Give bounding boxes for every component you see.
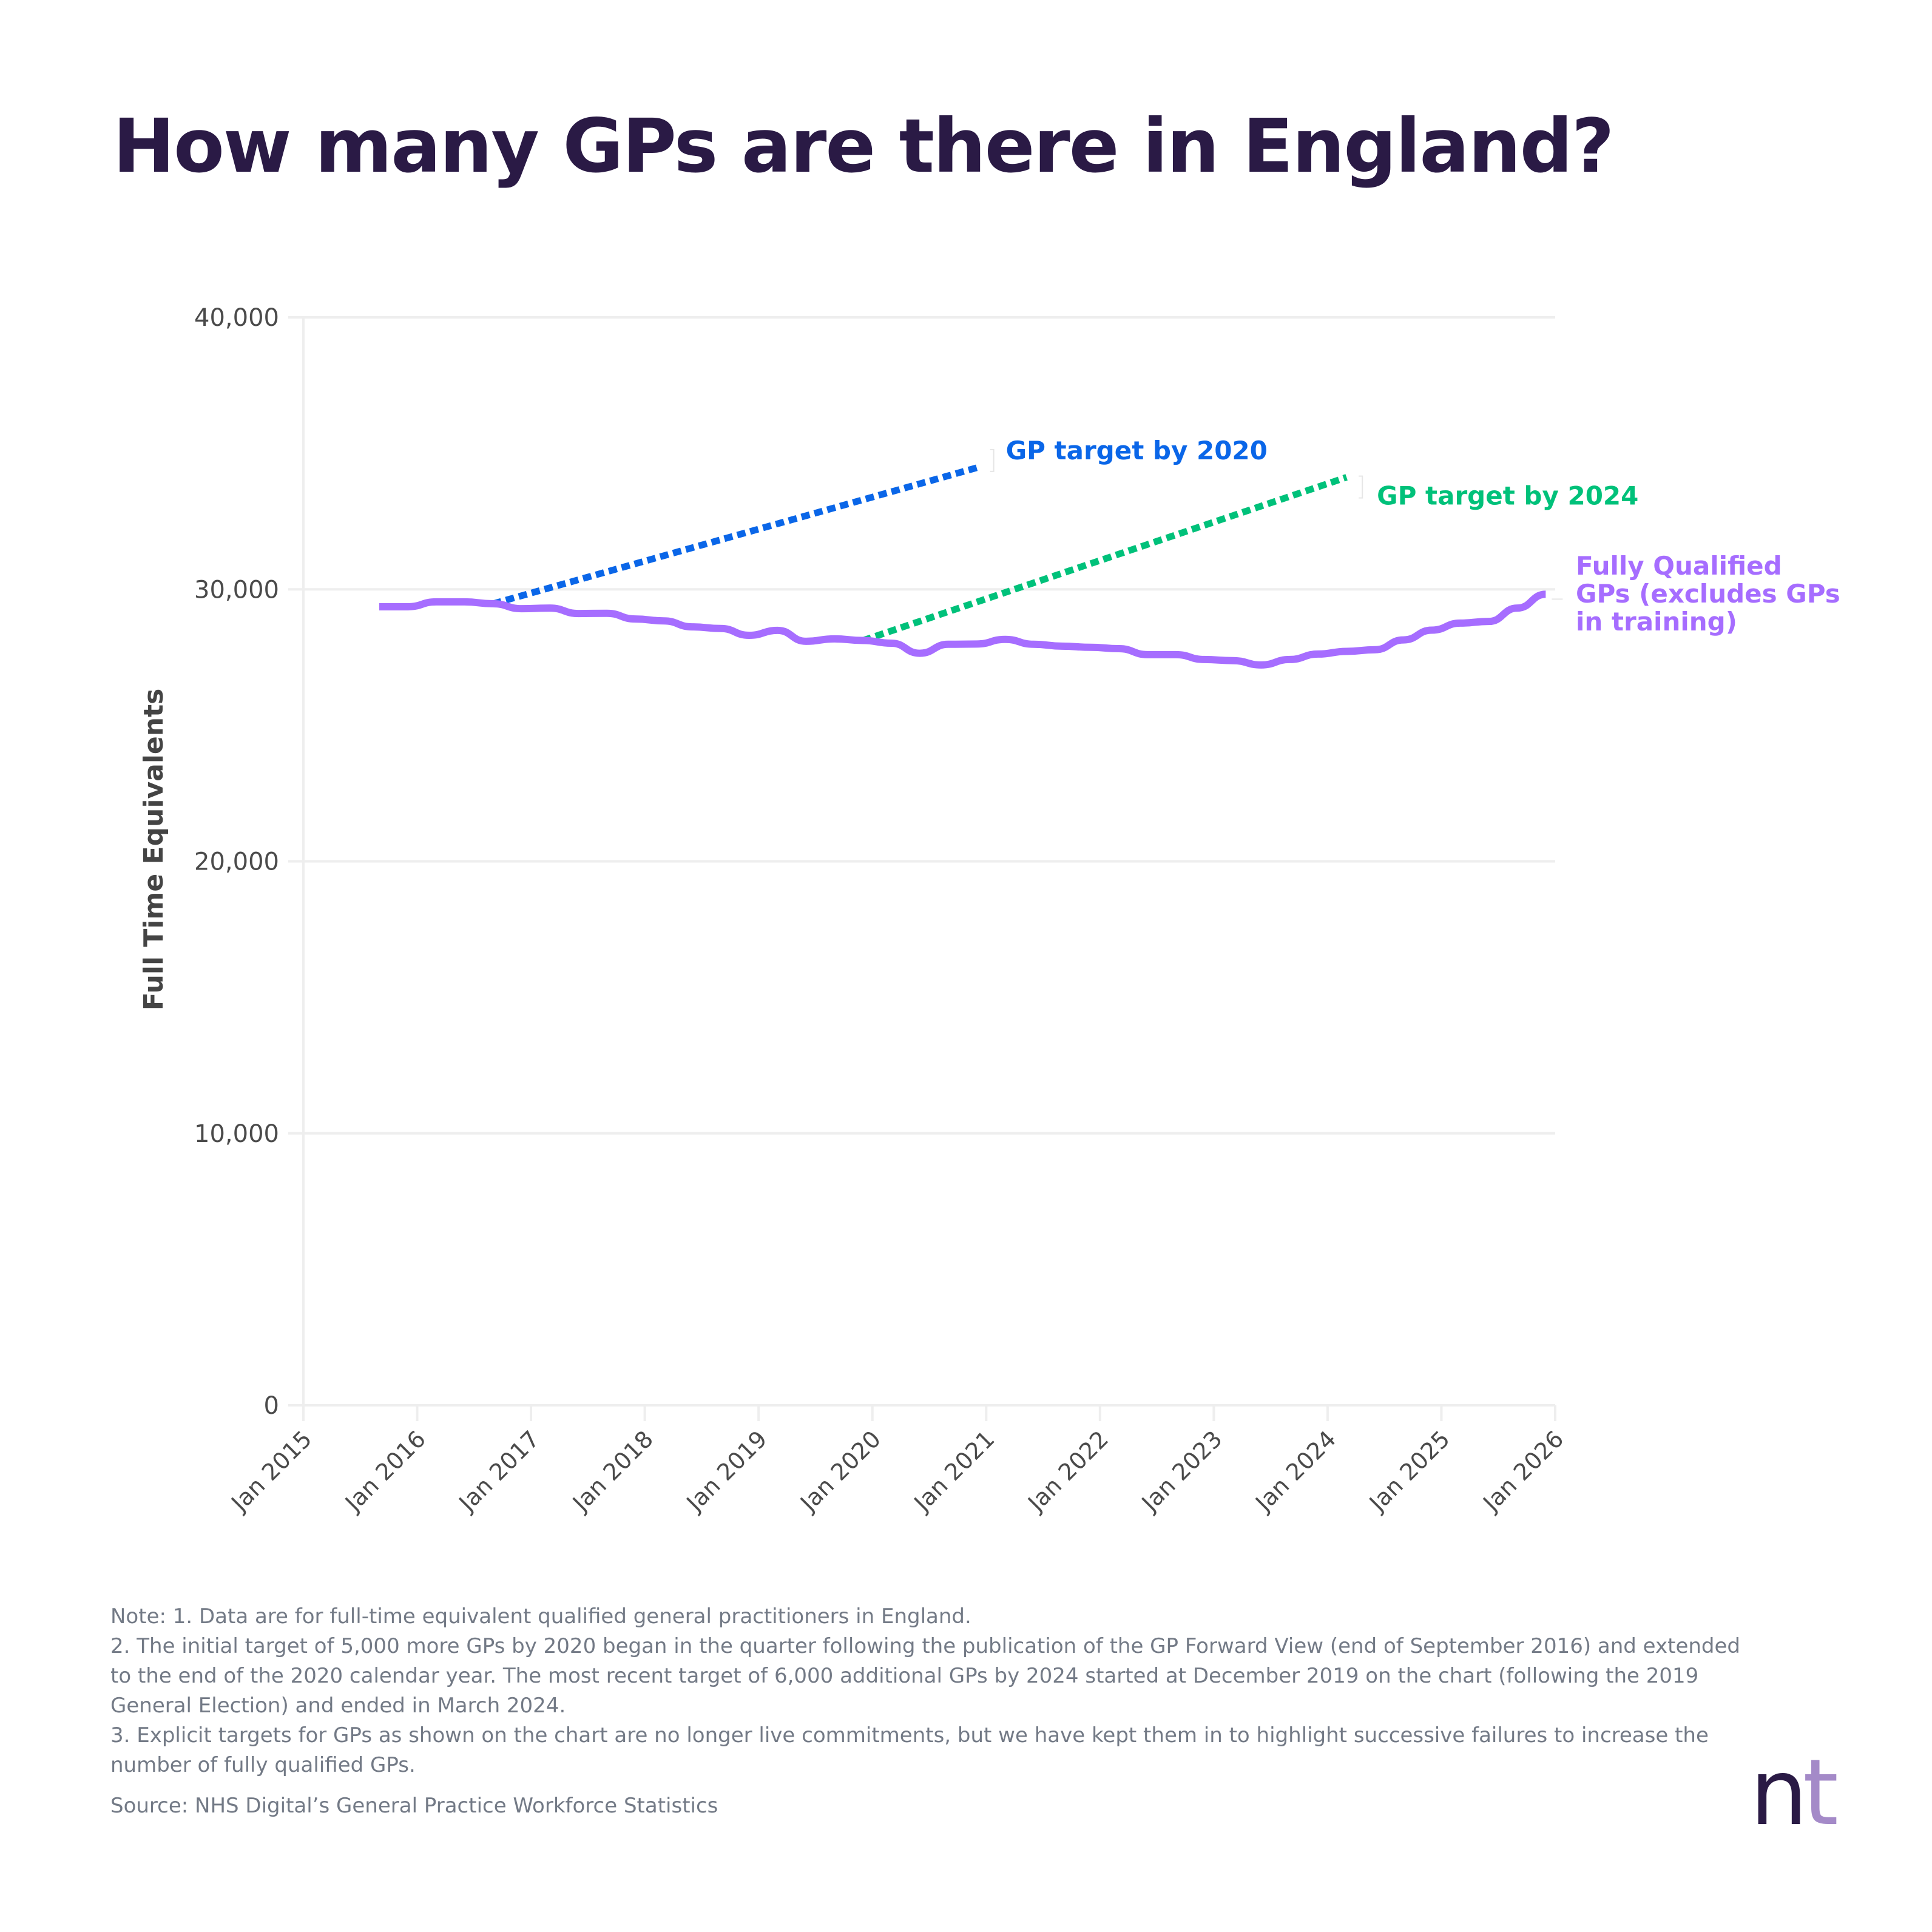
series-layer	[379, 464, 1546, 669]
annotation-connector	[1359, 475, 1363, 499]
note-2: 2. The initial target of 5,000 more GPs …	[110, 1634, 1740, 1718]
y-tick-label: 0	[264, 1392, 279, 1420]
x-tick-label: Jan 2023	[1136, 1425, 1228, 1517]
chart-title: How many GPs are there in England?	[113, 103, 1615, 189]
y-axis-ticks: 0 10,000 20,000 30,000 40,000	[194, 304, 279, 1420]
annotation-connector	[990, 448, 995, 472]
y-tick-label: 20,000	[194, 848, 279, 876]
note-3: 3. Explicit targets for GPs as shown on …	[110, 1723, 1709, 1777]
logo-letter-t: t	[1803, 1740, 1839, 1846]
nt-logo: nt	[1750, 1748, 1839, 1839]
x-tick-label: Jan 2015	[225, 1425, 317, 1517]
y-axis-label: Full Time Equivalents	[138, 689, 169, 1011]
gridlines	[288, 316, 1556, 1421]
label-fully-qualified-gps-line: Fully Qualified	[1576, 551, 1782, 581]
x-tick-label: Jan 2019	[681, 1425, 772, 1517]
x-tick-label: Jan 2025	[1363, 1425, 1455, 1517]
x-tick-label: Jan 2017	[453, 1425, 545, 1517]
annotations-layer: GP target by 2020 GP target by 2024 Fully …	[990, 436, 1840, 637]
x-tick-label: Jan 2018	[567, 1425, 658, 1517]
label-fully-qualified-gps-line: GPs (excludes GPs	[1576, 579, 1840, 609]
series-line-target-2024	[862, 474, 1348, 644]
y-tick-label: 30,000	[194, 576, 279, 604]
series-line-target-2020	[492, 464, 978, 607]
label-target-2024: GP target by 2024	[1377, 481, 1638, 511]
x-tick-label: Jan 2021	[908, 1425, 1000, 1517]
x-tick-label: Jan 2022	[1022, 1425, 1113, 1517]
x-tick-label: Jan 2020	[794, 1425, 886, 1517]
series-line-fully-qualified-gps	[379, 590, 1546, 669]
label-fully-qualified-gps-line: in training)	[1576, 607, 1737, 637]
x-tick-label: Jan 2016	[339, 1425, 431, 1517]
label-target-2020: GP target by 2020	[1006, 436, 1268, 465]
x-tick-label: Jan 2024	[1249, 1425, 1341, 1517]
y-tick-label: 10,000	[194, 1120, 279, 1148]
source-note: Source: NHS Digital’s General Practice W…	[110, 1794, 718, 1818]
x-tick-label: Jan 2026	[1477, 1425, 1569, 1517]
logo-letter-n: n	[1750, 1740, 1808, 1846]
footnotes: Note: 1. Data are for full-time equivale…	[110, 1602, 1749, 1821]
y-tick-label: 40,000	[194, 304, 279, 332]
note-1: Note: 1. Data are for full-time equivale…	[110, 1604, 971, 1629]
x-axis-ticks: Jan 2015 Jan 2016 Jan 2017 Jan 2018 Jan 2019…	[225, 1425, 1569, 1517]
